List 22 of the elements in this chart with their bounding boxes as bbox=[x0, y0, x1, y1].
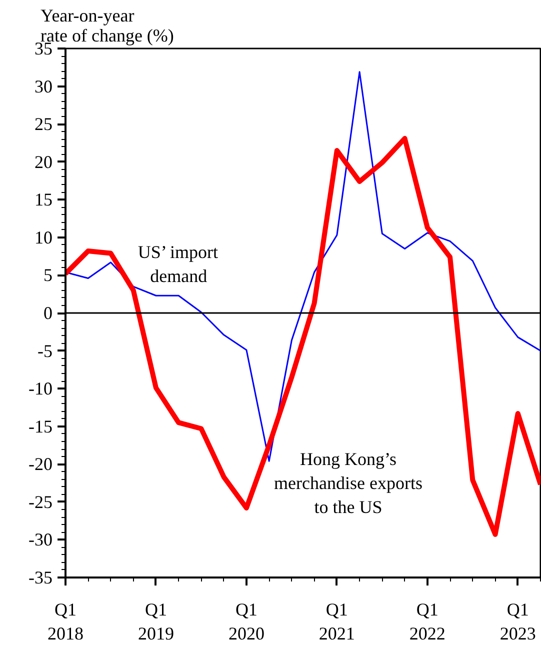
y-tick-label: -35 bbox=[28, 568, 53, 588]
y-tick-label: 20 bbox=[34, 152, 52, 172]
series-label: US’ import demand bbox=[138, 242, 218, 286]
y-tick-label: 0 bbox=[44, 303, 52, 323]
x-tick-label: Q1 2023 bbox=[500, 600, 536, 644]
y-tick-label: -15 bbox=[28, 416, 53, 436]
x-tick-label: Q1 2018 bbox=[48, 600, 84, 644]
x-tick-label: Q1 2020 bbox=[228, 600, 264, 644]
y-tick-label: -30 bbox=[28, 530, 53, 550]
y-tick-label: 5 bbox=[44, 265, 52, 286]
y-tick-label: 10 bbox=[34, 227, 52, 248]
y-tick-label: -10 bbox=[28, 378, 53, 399]
x-tick-label: Q1 2021 bbox=[318, 600, 355, 644]
y-tick-label: -20 bbox=[28, 454, 53, 474]
x-tick-label: Q1 2019 bbox=[138, 600, 174, 644]
series-label: Hong Kong’s merchandise exports to the US bbox=[274, 449, 422, 518]
y-tick-label: -5 bbox=[38, 340, 53, 361]
y-tick-label: -25 bbox=[28, 492, 53, 512]
y-tick-label: 30 bbox=[34, 76, 52, 96]
y-tick-label: 25 bbox=[34, 114, 52, 134]
y-tick-label: 15 bbox=[34, 190, 52, 210]
x-tick-label: Q1 2022 bbox=[409, 600, 446, 644]
